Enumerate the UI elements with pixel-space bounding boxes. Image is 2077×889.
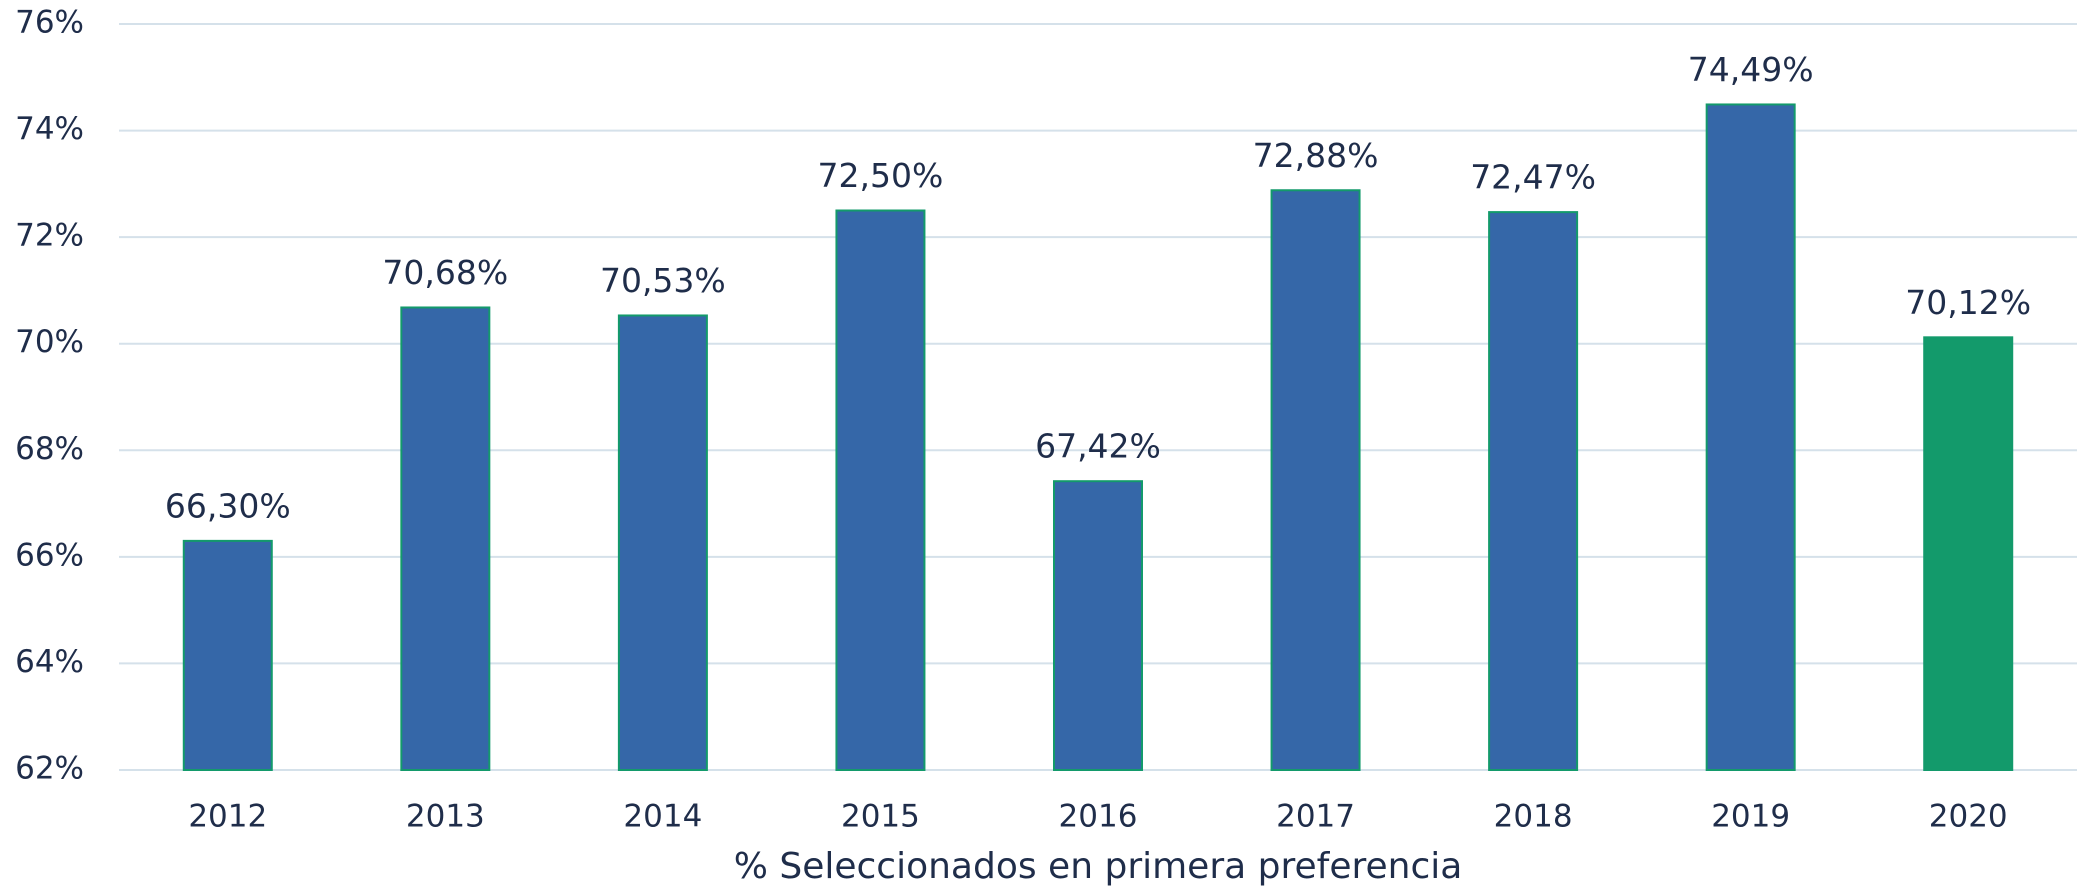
bar — [1923, 336, 2014, 771]
bar — [617, 314, 708, 771]
y-tick-label: 74% — [15, 111, 84, 147]
x-tick-label: 2012 — [188, 799, 267, 835]
x-tick-label: 2013 — [406, 799, 485, 835]
y-tick-label: 64% — [15, 644, 84, 680]
x-tick-label: 2019 — [1711, 799, 1790, 835]
bar — [1705, 103, 1796, 771]
data-label: 70,68% — [382, 253, 508, 292]
bar — [1270, 189, 1361, 772]
data-label: 70,12% — [1905, 283, 2031, 322]
x-tick-label: 2015 — [841, 799, 920, 835]
data-label: 74,49% — [1688, 50, 1814, 89]
x-tick-label: 2020 — [1929, 799, 2008, 835]
bar — [1053, 480, 1143, 771]
bar — [1488, 211, 1579, 771]
x-axis-title: % Seleccionados en primera preferencia — [734, 846, 1463, 887]
y-tick-label: 76% — [15, 5, 84, 41]
y-tick-label: 68% — [15, 431, 84, 467]
x-tick-label: 2017 — [1276, 799, 1355, 835]
data-label: 72,50% — [818, 156, 944, 195]
bar — [835, 209, 926, 771]
y-tick-label: 70% — [15, 324, 84, 360]
data-label: 70,53% — [600, 261, 726, 300]
x-tick-label: 2016 — [1059, 799, 1138, 835]
data-label: 72,47% — [1470, 158, 1596, 197]
x-tick-label: 2014 — [623, 799, 702, 835]
x-tick-label: 2018 — [1494, 799, 1573, 835]
data-label: 72,88% — [1253, 136, 1379, 175]
y-tick-label: 72% — [15, 218, 84, 254]
bar — [182, 539, 273, 771]
data-label: 66,30% — [165, 486, 291, 525]
bar — [400, 306, 491, 771]
y-tick-label: 62% — [15, 751, 84, 787]
data-label: 67,42% — [1035, 427, 1161, 466]
y-tick-label: 66% — [15, 537, 84, 573]
